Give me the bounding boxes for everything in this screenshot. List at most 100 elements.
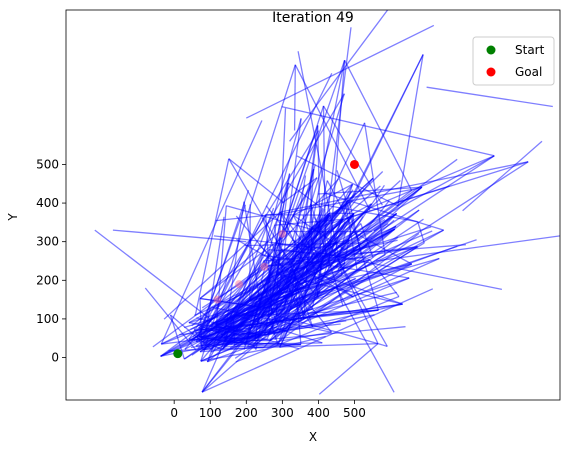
x-tick-label: 400	[307, 406, 330, 420]
tree-edge	[243, 184, 306, 346]
tree-edge	[235, 295, 400, 363]
tree-edge	[257, 314, 301, 329]
tree-edge	[198, 214, 267, 336]
markers	[173, 159, 359, 359]
y-tick-label: 500	[36, 157, 59, 171]
tree-edge	[247, 345, 264, 349]
x-tick-label: 0	[170, 406, 178, 420]
tree-edge	[289, 10, 389, 142]
tree-edge	[300, 177, 374, 244]
tree-edge	[204, 93, 345, 330]
tree-edge	[296, 213, 355, 305]
tree-edge	[344, 60, 413, 191]
tree-edge	[376, 235, 560, 262]
tree-edge	[369, 259, 400, 297]
path-point	[278, 229, 287, 238]
start-marker	[173, 349, 183, 359]
path-point	[213, 295, 222, 304]
y-tick-label: 200	[36, 273, 59, 287]
tree-edge	[194, 158, 230, 316]
y-tick-label: 0	[51, 351, 59, 365]
tree-edge	[302, 215, 323, 270]
tree-edge	[215, 213, 282, 222]
tree-edge	[267, 269, 279, 318]
tree-edge	[210, 249, 270, 332]
tree-edge	[222, 220, 326, 350]
tree-edge	[266, 251, 315, 335]
tree-edge	[168, 342, 379, 352]
tree-edge	[202, 266, 286, 343]
tree-edge	[353, 231, 413, 265]
legend-start-label: Start	[515, 43, 545, 57]
tree-edge	[270, 286, 305, 297]
tree-edge	[228, 158, 284, 204]
x-ticks: 0 100 200 300 400 500	[170, 400, 366, 420]
tree-edge	[246, 24, 435, 119]
tree-edge	[112, 229, 247, 243]
tree-edge	[192, 212, 330, 338]
x-axis-label: X	[309, 430, 317, 444]
tree-edge	[377, 342, 388, 348]
tree-edge	[313, 216, 388, 347]
tree-edges	[94, 10, 560, 395]
y-tick-label: 400	[36, 196, 59, 210]
x-tick-label: 200	[235, 406, 258, 420]
tree-edge	[360, 223, 374, 258]
tree-edge	[312, 218, 424, 293]
tree-edge	[223, 257, 440, 321]
tree-edge	[373, 212, 397, 232]
tree-edge	[226, 205, 326, 234]
tree-edge	[200, 64, 296, 362]
tree-edge	[241, 332, 261, 336]
legend-goal-marker	[486, 67, 496, 77]
tree-edge	[215, 318, 234, 331]
tree-edge	[462, 140, 543, 212]
tree-edge	[397, 54, 424, 207]
tree-edge	[345, 204, 358, 270]
tree-edge	[235, 215, 333, 333]
faded-path	[213, 229, 287, 304]
tree-edge	[234, 317, 294, 359]
tree-edge	[280, 161, 529, 213]
legend-start-marker	[486, 45, 496, 55]
tree-edge	[291, 164, 316, 241]
legend: Start Goal	[472, 36, 555, 86]
tree-edge	[210, 330, 236, 350]
tree-edge	[215, 205, 227, 333]
tree-edge	[199, 323, 341, 341]
tree-edge	[318, 343, 379, 395]
tree-edge	[326, 180, 361, 242]
tree-edge	[396, 186, 423, 207]
path-point	[260, 262, 269, 271]
tree-edge	[308, 272, 354, 298]
tree-edge	[417, 221, 425, 244]
tree-edge	[295, 171, 384, 257]
tree-edge	[317, 186, 422, 195]
tree-edge	[191, 212, 330, 327]
tree-edge	[94, 229, 211, 320]
tree-edge	[244, 161, 529, 346]
tree-edge	[296, 155, 399, 207]
tree-edge	[230, 254, 386, 346]
tree-edge	[263, 244, 466, 262]
chart-title: Iteration 49	[272, 10, 354, 26]
path-point	[235, 280, 244, 289]
tree-edge	[363, 122, 386, 255]
tree-edge	[335, 287, 395, 393]
tree-edge	[179, 333, 189, 336]
tree-edge	[296, 255, 314, 267]
tree-edge	[333, 229, 444, 283]
tree-edge	[201, 73, 333, 339]
y-tick-label: 100	[36, 312, 59, 326]
y-axis-label: Y	[6, 213, 20, 222]
tree-edge	[311, 60, 346, 224]
x-tick-label: 500	[343, 406, 366, 420]
tree-edge	[280, 232, 420, 341]
goal-marker	[349, 159, 359, 169]
tree-edge	[201, 288, 434, 393]
tree-edge	[335, 232, 347, 269]
tree-edge	[144, 287, 197, 351]
y-ticks: 0 100 200 300 400 500	[36, 157, 66, 365]
tree-edge	[426, 86, 553, 108]
